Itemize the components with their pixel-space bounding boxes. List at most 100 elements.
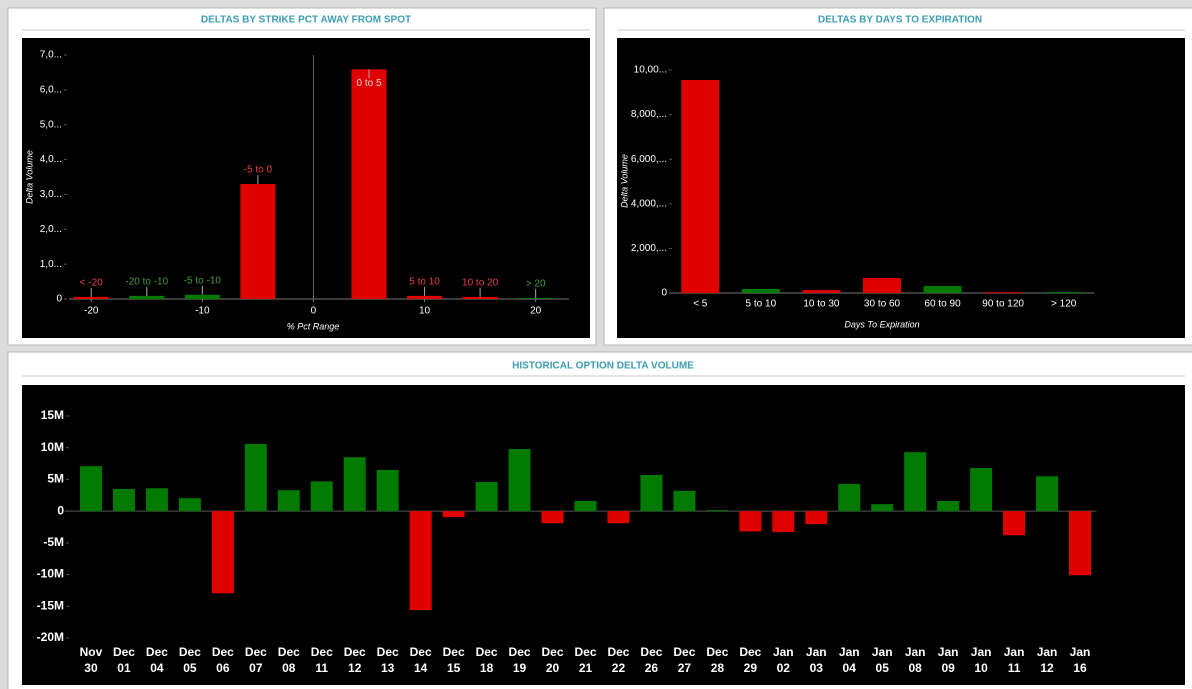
- x-tick-label: 10 to 30: [803, 299, 840, 310]
- bar: [871, 504, 894, 512]
- y-tick-label: 15M: [41, 408, 64, 422]
- x-tick-label-line: 08: [908, 661, 922, 675]
- bar: [1036, 476, 1059, 512]
- y-tick-label: 6,000,...: [631, 154, 667, 165]
- x-tick-label-line: 21: [579, 661, 593, 675]
- bar: [937, 500, 960, 512]
- y-tick-label: 8,000,...: [631, 109, 667, 120]
- x-tick-label: Dec 12: [344, 645, 366, 675]
- x-tick-label-line: 26: [645, 661, 659, 675]
- bar: [681, 80, 720, 293]
- x-tick-label: -20: [84, 306, 99, 317]
- bar: [706, 510, 729, 512]
- x-axis-title: % Pct Range: [287, 321, 340, 331]
- x-tick-label-line: Jan: [1037, 645, 1058, 659]
- x-tick-label-line: 18: [480, 661, 494, 675]
- bar: [1044, 292, 1083, 294]
- chart-title: DELTAS BY DAYS TO EXPIRATION: [818, 15, 982, 26]
- x-tick-label-line: 29: [744, 661, 758, 675]
- x-tick-label-line: Nov: [80, 645, 103, 659]
- x-tick-label-line: 28: [711, 661, 725, 675]
- x-tick-label-line: 13: [381, 661, 395, 675]
- chart-title: DELTAS BY STRIKE PCT AWAY FROM SPOT: [201, 15, 411, 26]
- y-tick-label: 6,0...: [40, 84, 62, 95]
- x-tick-label-line: 06: [216, 661, 230, 675]
- x-tick-label-line: 12: [348, 661, 362, 675]
- bar-label: > 20: [526, 279, 546, 290]
- x-tick-label-line: Jan: [839, 645, 860, 659]
- x-tick-label-line: 22: [612, 661, 626, 675]
- bar: [805, 511, 828, 525]
- x-tick-label-line: Dec: [410, 645, 432, 659]
- y-tick-label: -5M: [43, 535, 64, 549]
- bar: [772, 511, 795, 533]
- y-tick-label: 10M: [41, 440, 64, 454]
- bar: [923, 286, 962, 293]
- x-tick-label-line: 19: [513, 661, 527, 675]
- x-tick-label: Jan 11: [1004, 645, 1025, 675]
- bar-label: -20 to -10: [125, 277, 168, 288]
- x-tick-label-line: 16: [1073, 661, 1087, 675]
- bar: [863, 278, 901, 293]
- x-tick-label: Dec 20: [542, 645, 564, 675]
- x-tick-label-line: 27: [678, 661, 692, 675]
- y-tick-label: 0: [57, 503, 64, 517]
- x-tick-label: Dec 22: [607, 645, 629, 675]
- x-tick-label: Jan 04: [839, 645, 860, 675]
- bar: [984, 292, 1023, 294]
- bar: [541, 511, 564, 524]
- x-tick-label-line: Dec: [476, 645, 498, 659]
- bar-label: -5 to 0: [244, 165, 273, 176]
- x-tick-label-line: 08: [282, 661, 296, 675]
- bar: [475, 481, 498, 512]
- y-tick-label: 2,0...: [40, 224, 62, 235]
- bar: [640, 474, 663, 512]
- x-tick-label: Dec 28: [706, 645, 728, 675]
- bar-label: 10 to 20: [462, 278, 499, 289]
- x-tick-label: 0: [311, 306, 317, 317]
- bar-label: < -20: [80, 278, 104, 289]
- x-tick-label-line: Jan: [938, 645, 959, 659]
- x-tick-label-line: 03: [810, 661, 824, 675]
- x-tick-label-line: 05: [876, 661, 890, 675]
- x-tick-label: Jan 05: [872, 645, 893, 675]
- x-tick-label-line: 10: [974, 661, 988, 675]
- bar: [310, 481, 333, 512]
- bar: [407, 295, 443, 299]
- bar: [129, 295, 165, 299]
- x-tick-label-line: Jan: [1070, 645, 1091, 659]
- x-tick-label: Dec 11: [311, 645, 333, 675]
- x-tick-label-line: Jan: [806, 645, 827, 659]
- x-tick-label: Nov 30: [80, 645, 103, 675]
- x-tick-label-line: Dec: [146, 645, 168, 659]
- x-tick-label-line: 14: [414, 661, 428, 675]
- x-tick-label-line: Dec: [607, 645, 629, 659]
- x-tick-label-line: Dec: [574, 645, 596, 659]
- x-tick-label: Dec 05: [179, 645, 201, 675]
- y-tick-label: 0: [56, 294, 62, 305]
- x-tick-label: Dec 21: [574, 645, 596, 675]
- x-tick-label-line: Dec: [640, 645, 662, 659]
- x-tick-label-line: Dec: [344, 645, 366, 659]
- y-tick-label: 2,000,...: [631, 243, 667, 254]
- x-tick-label: Jan 02: [773, 645, 794, 675]
- bar: [79, 466, 102, 512]
- bar: [508, 448, 531, 512]
- bar: [343, 457, 366, 512]
- y-tick-label: 5,0...: [40, 119, 62, 130]
- bar: [178, 498, 201, 512]
- x-tick-label-line: Jan: [872, 645, 893, 659]
- bar: [184, 294, 220, 299]
- bar: [145, 488, 168, 512]
- bar: [673, 490, 696, 512]
- bar-label: 0 to 5: [356, 78, 381, 89]
- x-tick-label: Dec 04: [146, 645, 168, 675]
- x-tick-label: Dec 06: [212, 645, 234, 675]
- x-tick-label: Jan 08: [905, 645, 926, 675]
- bar: [904, 452, 927, 512]
- bar-label: 5 to 10: [409, 277, 440, 288]
- x-tick-label: Dec 18: [476, 645, 498, 675]
- x-tick-label-line: Jan: [1004, 645, 1025, 659]
- y-axis-title: Delta Volume: [24, 150, 34, 204]
